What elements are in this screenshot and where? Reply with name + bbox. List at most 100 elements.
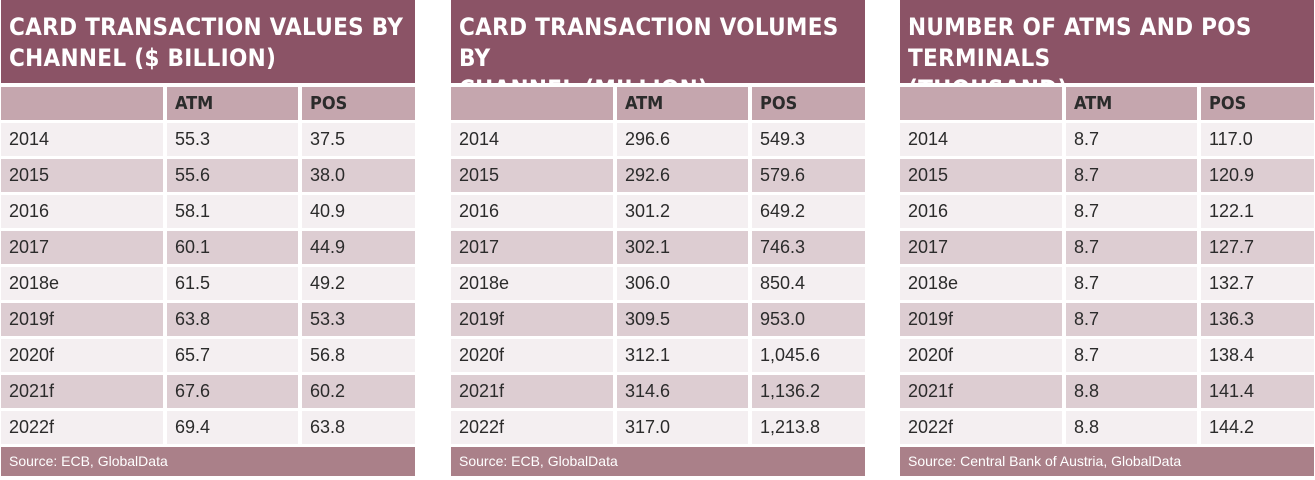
source-note: Source: Central Bank of Austria, GlobalD… <box>900 447 1314 476</box>
table-row: 2018e 306.0 850.4 <box>451 267 865 300</box>
pos-value-cell: 1,045.6 <box>752 339 865 372</box>
atm-value-cell: 296.6 <box>617 123 748 156</box>
year-cell: 2014 <box>451 123 613 156</box>
year-cell: 2015 <box>451 159 613 192</box>
column-header-pos: POS <box>752 87 865 120</box>
data-table: ATM POS 2014 55.3 37.5 2015 55.6 38.0 2016 58.1 40… <box>1 87 415 444</box>
atm-value-cell: 60.1 <box>167 231 298 264</box>
atm-value-cell: 65.7 <box>167 339 298 372</box>
atm-value-cell: 61.5 <box>167 267 298 300</box>
year-cell: 2021f <box>451 375 613 408</box>
atm-value-cell: 58.1 <box>167 195 298 228</box>
year-cell: 2018e <box>1 267 163 300</box>
table-header-row: ATM POS <box>900 87 1314 120</box>
table-row: 2015 8.7 120.9 <box>900 159 1314 192</box>
year-cell: 2022f <box>1 411 163 444</box>
table-row: 2014 55.3 37.5 <box>1 123 415 156</box>
atm-value-cell: 8.7 <box>1066 231 1197 264</box>
data-table: ATM POS 2014 8.7 117.0 2015 8.7 120.9 2016 8.7 122… <box>900 87 1314 444</box>
year-cell: 2017 <box>1 231 163 264</box>
column-header-atm: ATM <box>1066 87 1197 120</box>
pos-value-cell: 1,136.2 <box>752 375 865 408</box>
pos-value-cell: 63.8 <box>302 411 415 444</box>
column-header-blank <box>1 87 163 120</box>
table-row: 2016 58.1 40.9 <box>1 195 415 228</box>
table-row: 2016 301.2 649.2 <box>451 195 865 228</box>
table-row: 2017 302.1 746.3 <box>451 231 865 264</box>
table-row: 2015 55.6 38.0 <box>1 159 415 192</box>
table-row: 2022f 317.0 1,213.8 <box>451 411 865 444</box>
year-cell: 2015 <box>1 159 163 192</box>
year-cell: 2016 <box>900 195 1062 228</box>
year-cell: 2014 <box>900 123 1062 156</box>
pos-value-cell: 144.2 <box>1201 411 1314 444</box>
pos-value-cell: 53.3 <box>302 303 415 336</box>
pos-value-cell: 37.5 <box>302 123 415 156</box>
pos-value-cell: 40.9 <box>302 195 415 228</box>
pos-value-cell: 953.0 <box>752 303 865 336</box>
atm-value-cell: 8.7 <box>1066 303 1197 336</box>
year-cell: 2019f <box>1 303 163 336</box>
year-cell: 2021f <box>900 375 1062 408</box>
table-row: 2017 60.1 44.9 <box>1 231 415 264</box>
pos-value-cell: 141.4 <box>1201 375 1314 408</box>
table-row: 2017 8.7 127.7 <box>900 231 1314 264</box>
atm-value-cell: 8.7 <box>1066 159 1197 192</box>
table-row: 2018e 61.5 49.2 <box>1 267 415 300</box>
panel-title: Number of ATMs and POS terminals (thousa… <box>900 0 1314 103</box>
pos-value-cell: 746.3 <box>752 231 865 264</box>
pos-value-cell: 136.3 <box>1201 303 1314 336</box>
year-cell: 2015 <box>900 159 1062 192</box>
atm-value-cell: 8.7 <box>1066 267 1197 300</box>
column-header-atm: ATM <box>617 87 748 120</box>
year-cell: 2017 <box>451 231 613 264</box>
pos-value-cell: 60.2 <box>302 375 415 408</box>
pos-value-cell: 549.3 <box>752 123 865 156</box>
table-row: 2019f 8.7 136.3 <box>900 303 1314 336</box>
pos-value-cell: 1,213.8 <box>752 411 865 444</box>
atm-value-cell: 306.0 <box>617 267 748 300</box>
table-row: 2020f 8.7 138.4 <box>900 339 1314 372</box>
data-table: ATM POS 2014 296.6 549.3 2015 292.6 579.6 2016 30… <box>451 87 865 444</box>
table-header-row: ATM POS <box>451 87 865 120</box>
pos-value-cell: 649.2 <box>752 195 865 228</box>
atm-value-cell: 63.8 <box>167 303 298 336</box>
year-cell: 2017 <box>900 231 1062 264</box>
panel-title: Card transaction volumes by channel (mil… <box>451 0 865 103</box>
panel-title: Card transaction values by channel ($ bi… <box>1 0 415 83</box>
year-cell: 2018e <box>451 267 613 300</box>
pos-value-cell: 44.9 <box>302 231 415 264</box>
atm-value-cell: 301.2 <box>617 195 748 228</box>
table-row: 2020f 65.7 56.8 <box>1 339 415 372</box>
table-row: 2022f 8.8 144.2 <box>900 411 1314 444</box>
year-cell: 2020f <box>900 339 1062 372</box>
atm-value-cell: 8.7 <box>1066 339 1197 372</box>
pos-value-cell: 117.0 <box>1201 123 1314 156</box>
year-cell: 2021f <box>1 375 163 408</box>
year-cell: 2022f <box>451 411 613 444</box>
atm-value-cell: 8.8 <box>1066 375 1197 408</box>
pos-value-cell: 56.8 <box>302 339 415 372</box>
atm-value-cell: 69.4 <box>167 411 298 444</box>
pos-value-cell: 850.4 <box>752 267 865 300</box>
atm-value-cell: 312.1 <box>617 339 748 372</box>
atm-value-cell: 309.5 <box>617 303 748 336</box>
atm-value-cell: 8.7 <box>1066 195 1197 228</box>
year-cell: 2016 <box>451 195 613 228</box>
table-row: 2021f 314.6 1,136.2 <box>451 375 865 408</box>
pos-value-cell: 49.2 <box>302 267 415 300</box>
year-cell: 2018e <box>900 267 1062 300</box>
column-header-blank <box>451 87 613 120</box>
atm-value-cell: 8.8 <box>1066 411 1197 444</box>
table-row: 2022f 69.4 63.8 <box>1 411 415 444</box>
panel-transaction-values: Card transaction values by channel ($ bi… <box>1 0 415 476</box>
year-cell: 2014 <box>1 123 163 156</box>
pos-value-cell: 579.6 <box>752 159 865 192</box>
atm-value-cell: 292.6 <box>617 159 748 192</box>
panel-atms-pos-terminals: Number of ATMs and POS terminals (thousa… <box>900 0 1314 476</box>
atm-value-cell: 314.6 <box>617 375 748 408</box>
pos-value-cell: 38.0 <box>302 159 415 192</box>
atm-value-cell: 55.3 <box>167 123 298 156</box>
column-header-blank <box>900 87 1062 120</box>
pos-value-cell: 132.7 <box>1201 267 1314 300</box>
